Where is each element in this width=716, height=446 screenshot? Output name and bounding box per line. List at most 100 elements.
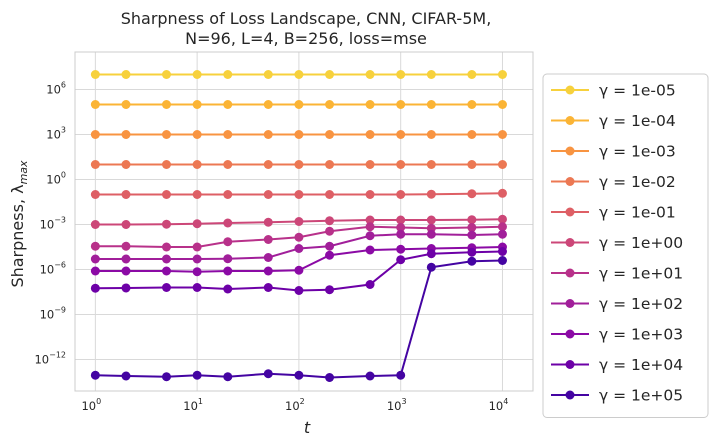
y-tick-label: 106 <box>46 81 66 97</box>
legend-item: γ = 1e+03 <box>551 326 683 344</box>
data-point <box>161 190 171 199</box>
y-tick-label: 100 <box>46 171 66 187</box>
legend: γ = 1e-05 γ = 1e-04 γ = 1e-03 γ = 1e-02 γ = … <box>542 73 709 418</box>
data-point <box>192 70 202 79</box>
data-point <box>192 254 202 264</box>
legend-label: γ = 1e+04 <box>599 356 683 374</box>
data-point <box>467 223 477 232</box>
data-point <box>263 100 273 109</box>
data-point <box>325 241 335 251</box>
data-point <box>90 254 100 264</box>
data-point <box>161 242 171 252</box>
y-tick-label: 10−3 <box>40 216 66 232</box>
data-point <box>294 190 304 199</box>
legend-swatch-marker <box>565 329 575 339</box>
data-point <box>223 190 233 199</box>
data-point <box>365 371 375 381</box>
data-point <box>223 160 233 169</box>
data-point <box>121 160 131 169</box>
data-point <box>90 160 100 169</box>
data-point <box>467 100 477 109</box>
legend-item: γ = 1e+00 <box>551 234 683 252</box>
data-point <box>263 369 273 379</box>
data-point <box>426 215 436 225</box>
y-tick-label: 103 <box>46 126 66 142</box>
data-point <box>294 232 304 242</box>
data-point <box>396 70 406 79</box>
data-point <box>396 160 406 169</box>
data-point <box>396 130 406 139</box>
data-point <box>365 280 375 289</box>
data-point <box>121 283 131 293</box>
legend-box <box>542 73 709 418</box>
y-axis-label: Sharpness, λmax <box>8 160 30 288</box>
data-point <box>497 70 507 79</box>
data-point <box>365 245 375 255</box>
data-point <box>90 130 100 139</box>
data-point <box>325 226 335 236</box>
x-axis-label: t <box>304 418 311 437</box>
data-point <box>467 130 477 139</box>
data-point <box>192 160 202 169</box>
data-point <box>161 100 171 109</box>
data-point <box>263 190 273 199</box>
data-point <box>426 70 436 79</box>
legend-label: γ = 1e+02 <box>599 295 683 313</box>
data-point <box>263 253 273 262</box>
data-point <box>365 231 375 241</box>
data-point <box>121 190 131 199</box>
series-1e-01 <box>90 188 507 199</box>
data-point <box>396 100 406 109</box>
data-point <box>223 237 233 247</box>
data-point <box>365 160 375 169</box>
legend-swatch-marker <box>565 238 575 247</box>
series-1e+01 <box>90 222 507 252</box>
data-point <box>426 262 436 272</box>
data-point <box>365 215 375 225</box>
legend-swatch-marker <box>565 85 575 95</box>
data-point <box>497 188 507 198</box>
data-point <box>223 218 233 228</box>
data-point <box>121 266 131 276</box>
legend-label: γ = 1e-03 <box>599 143 676 161</box>
series-1e-02 <box>90 160 507 169</box>
data-point <box>223 372 233 382</box>
data-point <box>467 189 477 199</box>
data-point <box>467 230 477 240</box>
data-point <box>325 130 335 139</box>
data-point <box>90 190 100 199</box>
series-1e+02 <box>90 229 507 264</box>
series-1e-03 <box>90 130 507 139</box>
data-point <box>294 286 304 295</box>
legend-swatch-marker <box>565 268 575 278</box>
legend-swatch-marker <box>565 116 575 125</box>
plot-area <box>74 51 534 392</box>
legend-label: γ = 1e-04 <box>599 112 676 130</box>
data-point <box>192 219 202 229</box>
data-point <box>396 255 406 265</box>
x-tick-label: 104 <box>489 397 509 413</box>
legend-swatch-marker <box>565 390 575 400</box>
data-point <box>223 254 233 264</box>
data-point <box>121 70 131 79</box>
data-point <box>161 266 171 276</box>
data-point <box>365 100 375 109</box>
y-axis-ticks: 106 103 100 10−3 10−6 10−9 10−12 <box>34 81 66 367</box>
legend-label: γ = 1e-05 <box>599 82 676 100</box>
legend-label: γ = 1e-01 <box>599 204 676 222</box>
x-tick-label: 103 <box>387 397 407 413</box>
data-point <box>396 229 406 239</box>
data-point <box>325 250 335 260</box>
legend-item: γ = 1e-04 <box>551 112 676 130</box>
data-point <box>294 160 304 169</box>
data-point <box>161 160 171 169</box>
series-1e+05 <box>90 256 507 382</box>
data-point <box>467 70 477 79</box>
data-point <box>396 223 406 232</box>
data-point <box>294 100 304 109</box>
data-point <box>467 256 477 266</box>
data-point <box>90 266 100 276</box>
data-point <box>497 130 507 139</box>
data-point <box>294 244 304 253</box>
